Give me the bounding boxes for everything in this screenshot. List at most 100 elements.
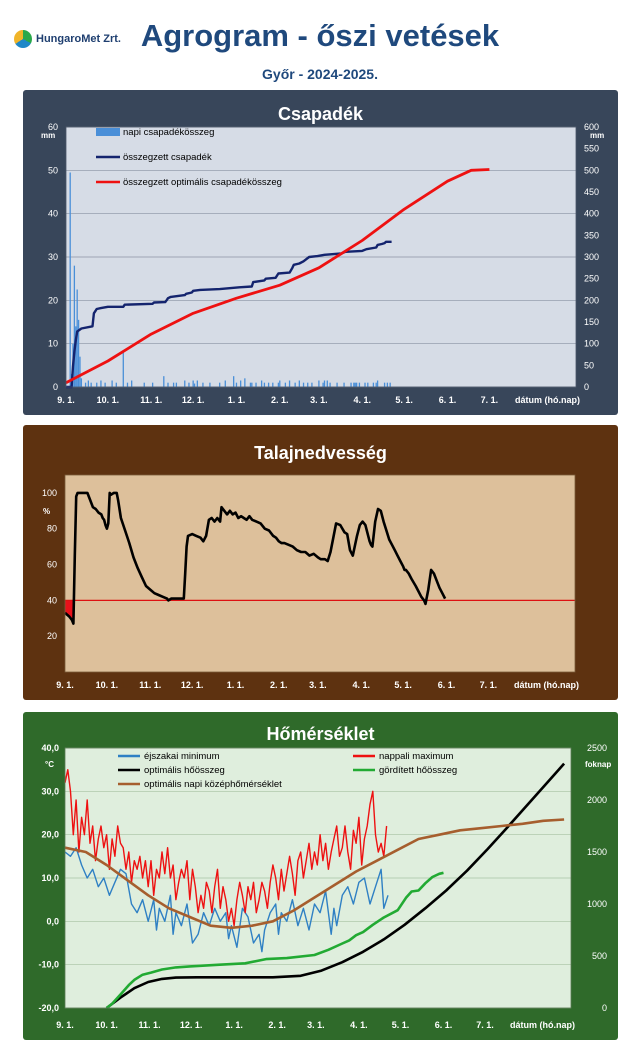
precip-bar	[131, 380, 133, 387]
page-title: Agrogram - őszi vetések	[140, 18, 500, 53]
page-subtitle: Győr - 2024-2025.	[262, 66, 378, 82]
y-axis-label-right: mm	[590, 131, 604, 140]
precip-bar	[163, 376, 165, 387]
precip-bar	[115, 382, 117, 387]
x-tick-label: 1. 1.	[228, 395, 246, 405]
precip-bar	[364, 382, 366, 387]
precip-bar	[260, 380, 263, 387]
precip-bar	[323, 380, 326, 387]
x-tick-label: 10. 1.	[95, 1020, 118, 1030]
x-tick-label: 2. 1.	[270, 680, 288, 690]
optimal-precip-line	[65, 168, 490, 384]
x-tick-label: 4. 1.	[353, 395, 371, 405]
y-tick-label: 20	[47, 631, 57, 641]
precip-bar	[355, 382, 358, 387]
precip-bar	[343, 382, 345, 387]
plot-border	[64, 474, 576, 673]
legend-label: optimális hőösszeg	[144, 765, 225, 776]
x-tick-label: 1. 1.	[227, 680, 245, 690]
precip-bar	[111, 380, 113, 387]
plot-border	[64, 747, 572, 1009]
plot-area	[65, 475, 575, 672]
precip-bar	[272, 382, 274, 387]
precip-bar	[367, 382, 369, 387]
precip-bar	[372, 382, 375, 387]
x-tick-label: 12. 1.	[181, 680, 204, 690]
precip-bar	[322, 382, 324, 387]
precip-bar	[69, 172, 71, 387]
optimal-daily-mean-line	[64, 818, 565, 930]
precip-bar	[386, 382, 389, 387]
x-tick-label: 6. 1.	[439, 395, 457, 405]
y-tick-label-right: 500	[592, 951, 607, 961]
soil-moisture-title: Talajnedvesség	[254, 443, 387, 463]
precip-bar	[240, 380, 242, 387]
x-axis-label: dátum (hó.nap)	[515, 395, 580, 405]
y-tick-label-right: 150	[584, 317, 599, 327]
y-tick-label-right: 600	[584, 122, 599, 132]
precip-bar	[104, 382, 106, 387]
precip-bar	[196, 380, 198, 387]
precipitation-title: Csapadék	[277, 104, 364, 124]
y-tick-label-right: 1000	[587, 899, 607, 909]
x-tick-label: 4. 1.	[350, 1020, 368, 1030]
x-tick-label: 9. 1.	[57, 395, 75, 405]
y-tick-label-right: 100	[584, 339, 599, 349]
precip-bar	[267, 382, 270, 387]
precip-bar	[277, 382, 280, 387]
precip-bar	[100, 380, 102, 387]
legend-label: gördített hőösszeg	[379, 765, 457, 776]
x-tick-label: 2. 1.	[268, 1020, 286, 1030]
precip-bar	[188, 382, 190, 387]
x-tick-label: 1. 1.	[225, 1020, 243, 1030]
y-axis-label: %	[43, 507, 50, 516]
plot-border	[65, 126, 577, 388]
optimal-heat-sum-line	[105, 762, 566, 1010]
x-tick-label: 10. 1.	[97, 395, 120, 405]
x-tick-label: 6. 1.	[435, 1020, 453, 1030]
y-tick-label-right: 2000	[587, 795, 607, 805]
y-tick-label-left: 0	[53, 382, 58, 392]
x-tick-label: 9. 1.	[56, 680, 74, 690]
y-tick-label-left: -20,0	[38, 1003, 59, 1013]
x-axis-label: dátum (hó.nap)	[510, 1020, 575, 1030]
precip-bar	[209, 382, 211, 387]
precipitation-panel: Csapadék 0 10 20 30 40 50 60 0 50 100 150 200 250 300…	[23, 90, 618, 415]
precipitation-chart: 0102030405060050100150200250300350400450…	[41, 122, 604, 405]
x-tick-label: 7. 1.	[480, 680, 498, 690]
y-tick-label-left: 30	[48, 252, 58, 262]
legend-label: összegzett csapadék	[123, 152, 212, 163]
legend-label: éjszakai minimum	[144, 751, 220, 762]
precip-bar	[151, 382, 154, 387]
precip-bar	[350, 382, 352, 387]
y-tick-label-right: 0	[602, 1003, 607, 1013]
night-min-line	[64, 847, 389, 953]
soil-moisture-line	[64, 491, 447, 625]
precip-bar	[318, 380, 320, 387]
y-tick-label-left: 40,0	[41, 743, 59, 753]
x-tick-label: 6. 1.	[438, 680, 456, 690]
x-tick-label: 7. 1.	[481, 395, 499, 405]
y-tick-label-right: 300	[584, 252, 599, 262]
y-tick-label-left: 0,0	[46, 916, 59, 926]
legend-label: összegzett optimális csapadékösszeg	[123, 177, 282, 188]
precip-bar	[143, 382, 145, 387]
y-tick-label-left: -10,0	[38, 960, 59, 970]
y-tick-label-right: 2500	[587, 743, 607, 753]
precip-bar	[87, 380, 90, 387]
x-tick-label: 4. 1.	[352, 680, 370, 690]
precip-bar	[288, 380, 291, 387]
precip-bar	[192, 380, 194, 387]
x-tick-label: 12. 1.	[182, 395, 205, 405]
precip-bar	[79, 356, 81, 387]
precip-bar	[84, 382, 87, 387]
y-axis-label-right: foknap	[585, 760, 611, 769]
precip-bar	[284, 382, 287, 387]
x-tick-label: 9. 1.	[56, 1020, 74, 1030]
x-tick-label: 2. 1.	[271, 395, 289, 405]
temperature-chart: -20,0 -10,0 0,0 10,0 20,0 30,0 40,0 0 500 1000 150…	[38, 743, 611, 1030]
precip-bar	[249, 382, 252, 387]
precip-bar	[353, 382, 355, 387]
y-tick-label-right: 50	[584, 360, 594, 370]
logo-text: HungaroMet Zrt.	[36, 33, 121, 45]
